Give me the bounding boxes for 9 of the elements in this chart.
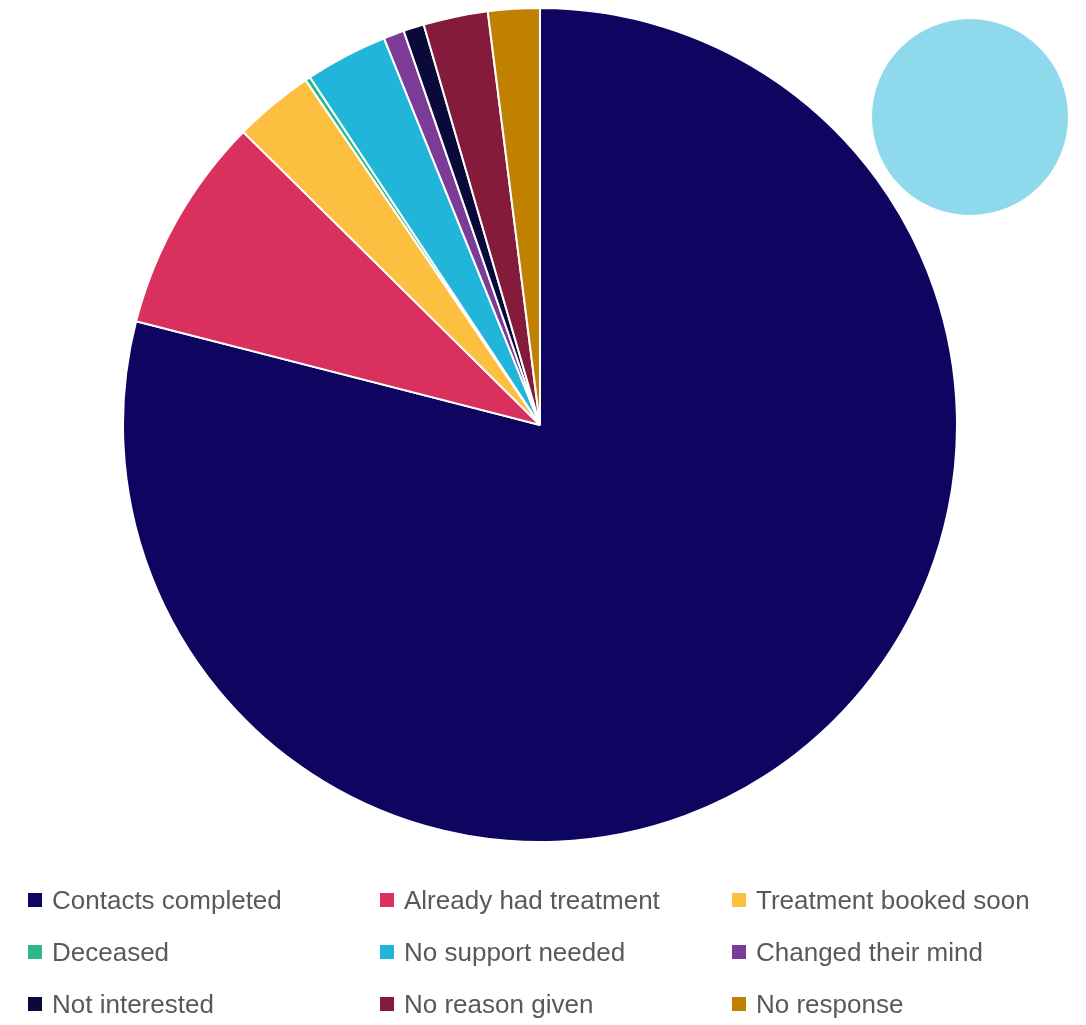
legend-label: Not interested (52, 988, 214, 1020)
legend-label: No support needed (404, 936, 626, 968)
legend-label: No reason given (404, 988, 594, 1020)
legend-label: Treatment booked soon (756, 884, 1030, 916)
legend-label: Changed their mind (756, 936, 983, 968)
legend-label: Already had treatment (404, 884, 660, 916)
legend-label: Deceased (52, 936, 170, 968)
legend-label: Contacts completed (52, 884, 282, 916)
legend-label: No response (756, 988, 904, 1020)
